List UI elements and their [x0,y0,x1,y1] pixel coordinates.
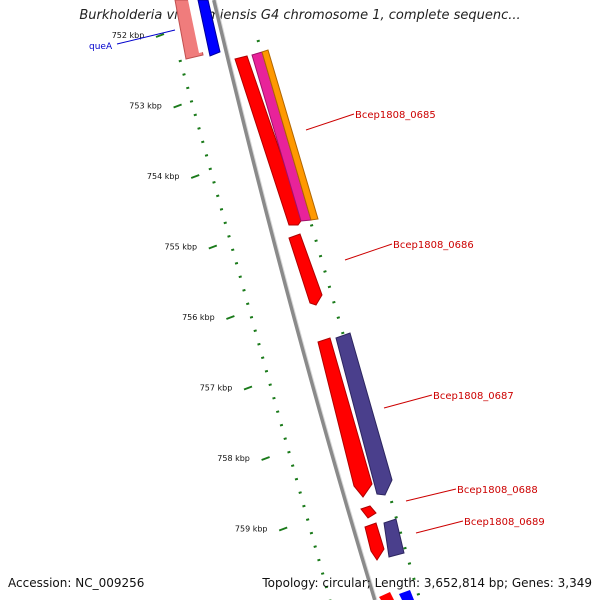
gene-0685-red-band [234,55,304,226]
ruler-tick-753 [173,103,182,109]
ruler-label-756: 756 kbp [182,313,215,322]
leader-0685 [305,113,355,131]
leader-0688 [405,488,457,502]
ruler-tick-756 [226,315,235,320]
gene-Bcep1808_0685[interactable] [234,49,319,226]
gene-label-0689[interactable]: Bcep1808_0689 [464,517,545,528]
gene-Bcep1808_0687[interactable] [317,332,393,498]
gene-0688-red-band [360,505,377,519]
ruler-tick-754 [190,174,200,179]
partial-red-band [379,592,394,600]
ruler-label-757: 757 kbp [200,384,233,393]
leader-queA [116,29,176,45]
ruler-tick-758 [261,456,270,461]
ruler-label-752: 752 kbp [112,31,145,40]
gene-0685-orange-band [261,49,319,221]
gene-0686-red-band [288,233,323,306]
topology-summary: Topology: circular; Length: 3,652,814 bp… [262,576,592,590]
gene-0687-red-band [317,337,373,498]
inner-dotted-guide [178,59,332,600]
leader-0686 [344,243,393,261]
gene-queA-white-band [188,0,212,53]
ruler-tick-755 [208,244,218,250]
ruler-label-754: 754 kbp [147,172,180,181]
gene-label-0688[interactable]: Bcep1808_0688 [457,485,538,496]
gene-label-queA[interactable]: queA [89,42,113,52]
leader-0689 [415,520,464,534]
gene-queA-blue-band [197,0,221,57]
gene-0689-purple-band [383,518,405,558]
chromosome-backbone-highlight [215,0,378,600]
gene-queA[interactable] [174,0,221,60]
ruler-label-755: 755 kbp [164,243,197,252]
gene-Bcep1808_0689[interactable] [364,518,405,561]
gene-0689-red-band [364,522,385,561]
ruler-label-753: 753 kbp [129,102,162,111]
gene-label-0687[interactable]: Bcep1808_0687 [433,391,514,402]
ruler-tick-759 [278,526,288,532]
gene-0687-purple-band [335,332,393,496]
accession-text: Accession: NC_009256 [8,576,145,590]
ruler-label-758: 758 kbp [217,454,250,463]
ruler-tick-757 [243,385,253,391]
gene-label-0686[interactable]: Bcep1808_0686 [393,240,474,251]
ruler: 752 kbp 753 kbp 754 kbp 755 kbp 756 kbp 757 k… [112,31,288,534]
partial-blue-band [399,590,414,600]
ruler-label-759: 759 kbp [235,525,268,534]
gene-next-partial [379,590,414,600]
ruler-tick-752 [155,33,165,38]
gene-queA-pink-band [174,0,204,60]
chromosome-backbone [212,0,377,600]
leader-0687 [383,394,433,409]
gene-Bcep1808_0686[interactable] [288,233,323,306]
gene-Bcep1808_0688[interactable] [360,505,377,519]
gene-label-0685[interactable]: Bcep1808_0685 [355,110,436,121]
